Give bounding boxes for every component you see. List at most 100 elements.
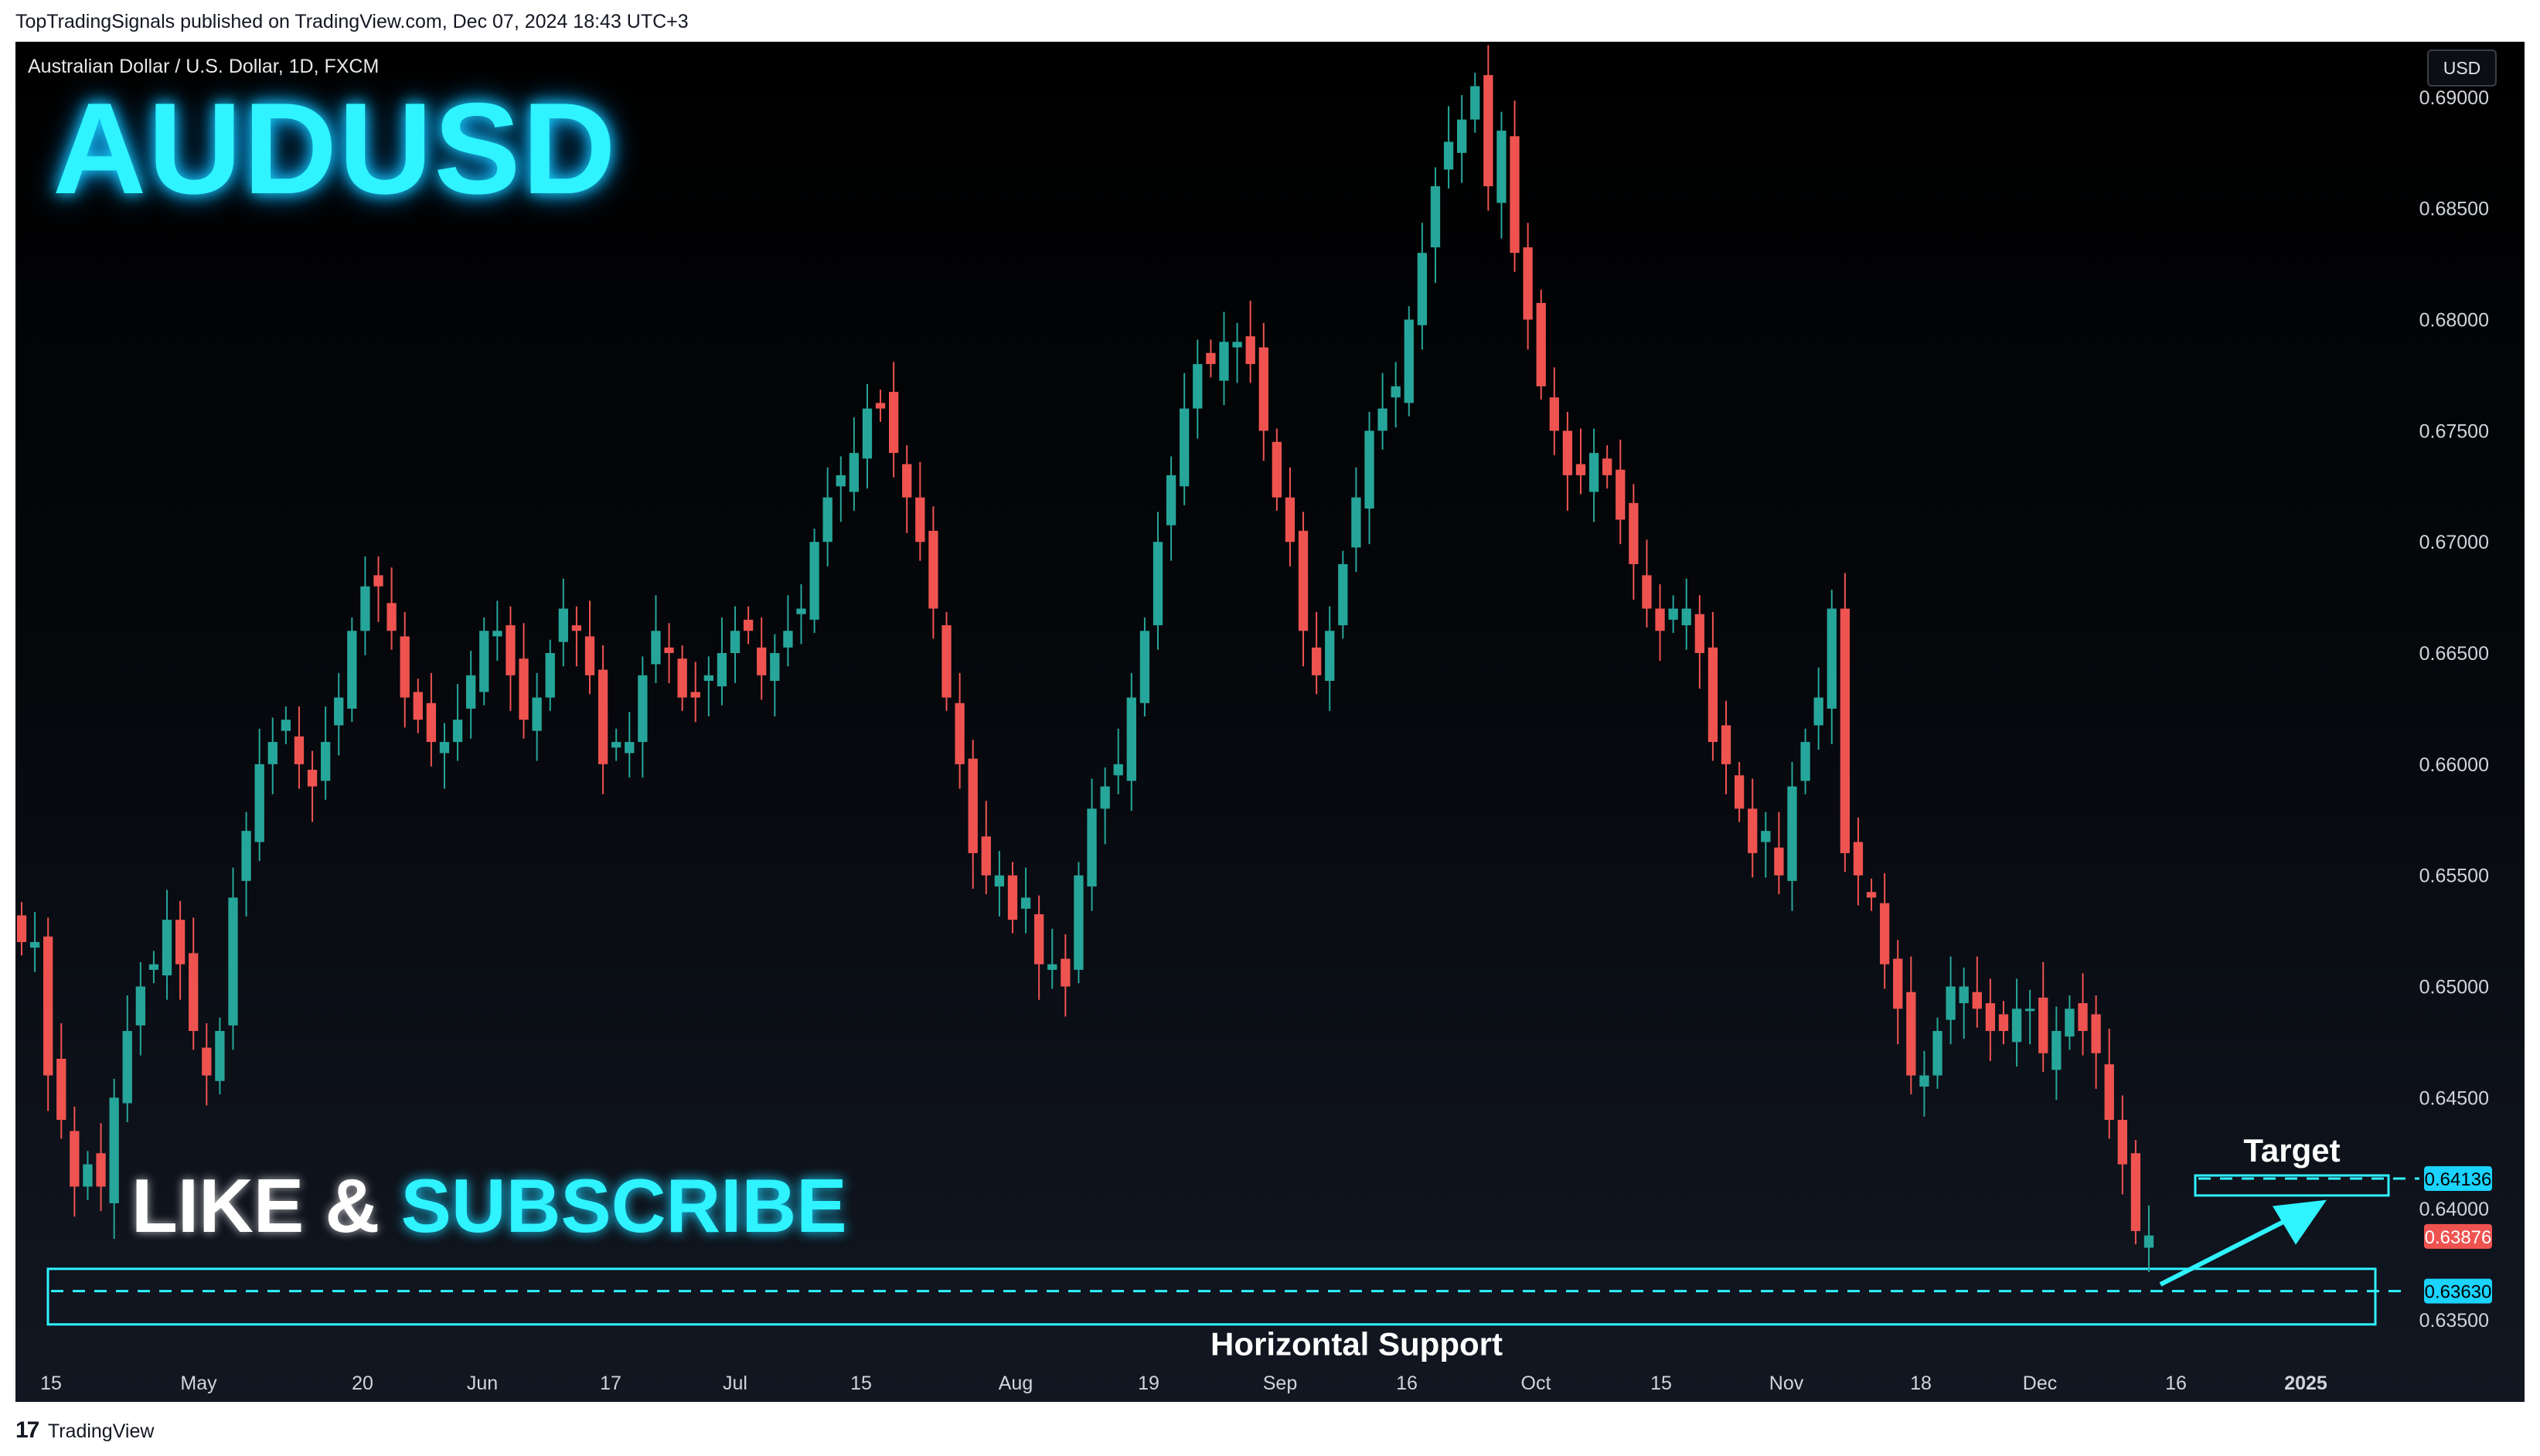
candle-body (862, 408, 873, 459)
candle-body (267, 742, 277, 764)
candle-body (1761, 831, 1771, 842)
candle-body (1325, 631, 1335, 681)
candle-body (690, 692, 700, 698)
target-zone-box (2194, 1174, 2390, 1197)
candle-body (1588, 453, 1599, 492)
candle-body (1575, 464, 1586, 475)
candle-body (1285, 497, 1296, 543)
candle-body (664, 647, 674, 654)
candle-body (320, 742, 331, 781)
target-price-badge-text: 0.64136 (2425, 1169, 2492, 1190)
candle-body (122, 1031, 132, 1104)
candle-body (1549, 397, 1559, 431)
candle-body (770, 653, 780, 681)
y-tick-label: 0.68500 (2419, 199, 2489, 220)
candle-body (1047, 964, 1057, 970)
candle-body (334, 697, 344, 726)
candle-body (638, 675, 648, 743)
footer-brand[interactable]: 17 TradingView (15, 1417, 154, 1444)
candle-body (915, 497, 925, 543)
candle-body (1866, 892, 1877, 898)
last-price-badge-text: 0.63876 (2425, 1227, 2492, 1248)
candle-body (888, 392, 899, 454)
candle-body (1708, 647, 1718, 743)
candle-body (135, 986, 145, 1026)
candle-body (611, 742, 621, 748)
candle-body (2025, 1009, 2035, 1012)
x-tick-label: 2025 (2284, 1373, 2327, 1394)
candle-body (571, 625, 582, 631)
candle-body (1668, 608, 1678, 620)
candle-body (532, 697, 542, 731)
candle-body (928, 530, 938, 609)
candle-body (1840, 608, 1851, 853)
candle-body (413, 692, 423, 720)
candle-body (849, 453, 860, 492)
overlay-title: AUDUSD (53, 76, 618, 221)
candle-body (941, 625, 952, 698)
cta-subscribe-text: SUBSCRIBE (400, 1163, 847, 1248)
candle-body (1034, 914, 1044, 964)
candle-body (83, 1164, 93, 1187)
candle-body (743, 619, 754, 631)
candle-body (2051, 1031, 2062, 1070)
candle-body (1510, 136, 1520, 253)
candle-body (1417, 253, 1428, 325)
x-tick-label: Dec (2023, 1373, 2057, 1394)
y-tick-label: 0.63500 (2419, 1310, 2489, 1332)
candle-body (215, 1031, 225, 1081)
candle-body (1629, 502, 1639, 564)
last-price-badge (2424, 1223, 2492, 1249)
candle-body (822, 497, 832, 543)
like-subscribe-callout: LIKE & SUBSCRIBE (131, 1162, 847, 1250)
candle-body (651, 631, 661, 665)
candle-body (1800, 742, 1810, 781)
x-tick-label: 16 (2165, 1373, 2187, 1394)
candle-body (1893, 958, 1903, 1009)
candle-body (1813, 697, 1823, 726)
currency-button[interactable]: USD (2427, 49, 2497, 87)
candle-body (1774, 847, 1784, 876)
x-tick-label: 18 (1910, 1373, 1932, 1394)
candle-body (1616, 469, 1626, 520)
candle-body (584, 636, 595, 675)
y-tick-label: 0.65000 (2419, 977, 2489, 998)
candle-body (1443, 141, 1454, 170)
price-chart[interactable]: Target Horizontal Support 0.69000 0.68500 0… (15, 42, 2525, 1402)
candle-body (1377, 408, 1387, 431)
candle-body (809, 542, 819, 620)
candle-body (598, 669, 608, 764)
candle-body (1470, 86, 1480, 120)
support-label: Horizontal Support (1210, 1326, 1503, 1362)
target-price-badge (2424, 1166, 2492, 1192)
candle-body (400, 636, 410, 698)
candle-body (241, 831, 251, 881)
candle-body (1007, 875, 1018, 920)
candle-body (1523, 247, 1533, 320)
candle-body (1536, 302, 1546, 386)
candle-body (1681, 608, 1691, 626)
candle-body (994, 875, 1005, 887)
chart-panel[interactable]: Target Horizontal Support 0.69000 0.68500 0… (15, 42, 2525, 1402)
candle-body (1734, 775, 1745, 809)
candle-body (625, 742, 635, 754)
candle-body (1272, 441, 1282, 498)
candle-body (1879, 903, 1890, 964)
candle-body (545, 653, 555, 698)
candle-body (730, 631, 741, 654)
support-zone-box (46, 1267, 2377, 1326)
x-tick-label: May (180, 1373, 217, 1394)
candle-body (1245, 336, 1255, 365)
candle-body (2117, 1120, 2127, 1165)
y-tick-label: 0.64500 (2419, 1087, 2489, 1109)
y-tick-label: 0.65500 (2419, 866, 2489, 887)
candle-body (1206, 352, 1216, 365)
support-price-badge (2424, 1278, 2492, 1304)
candle-body (1496, 131, 1507, 203)
candle-body (2038, 997, 2048, 1053)
y-tick-label: 0.68000 (2419, 310, 2489, 332)
candle-body (189, 953, 199, 1032)
symbol-title: Australian Dollar / U.S. Dollar, 1D, FXC… (28, 56, 380, 77)
candle-body (1694, 614, 1704, 654)
x-tick-label: Nov (1769, 1373, 1804, 1394)
